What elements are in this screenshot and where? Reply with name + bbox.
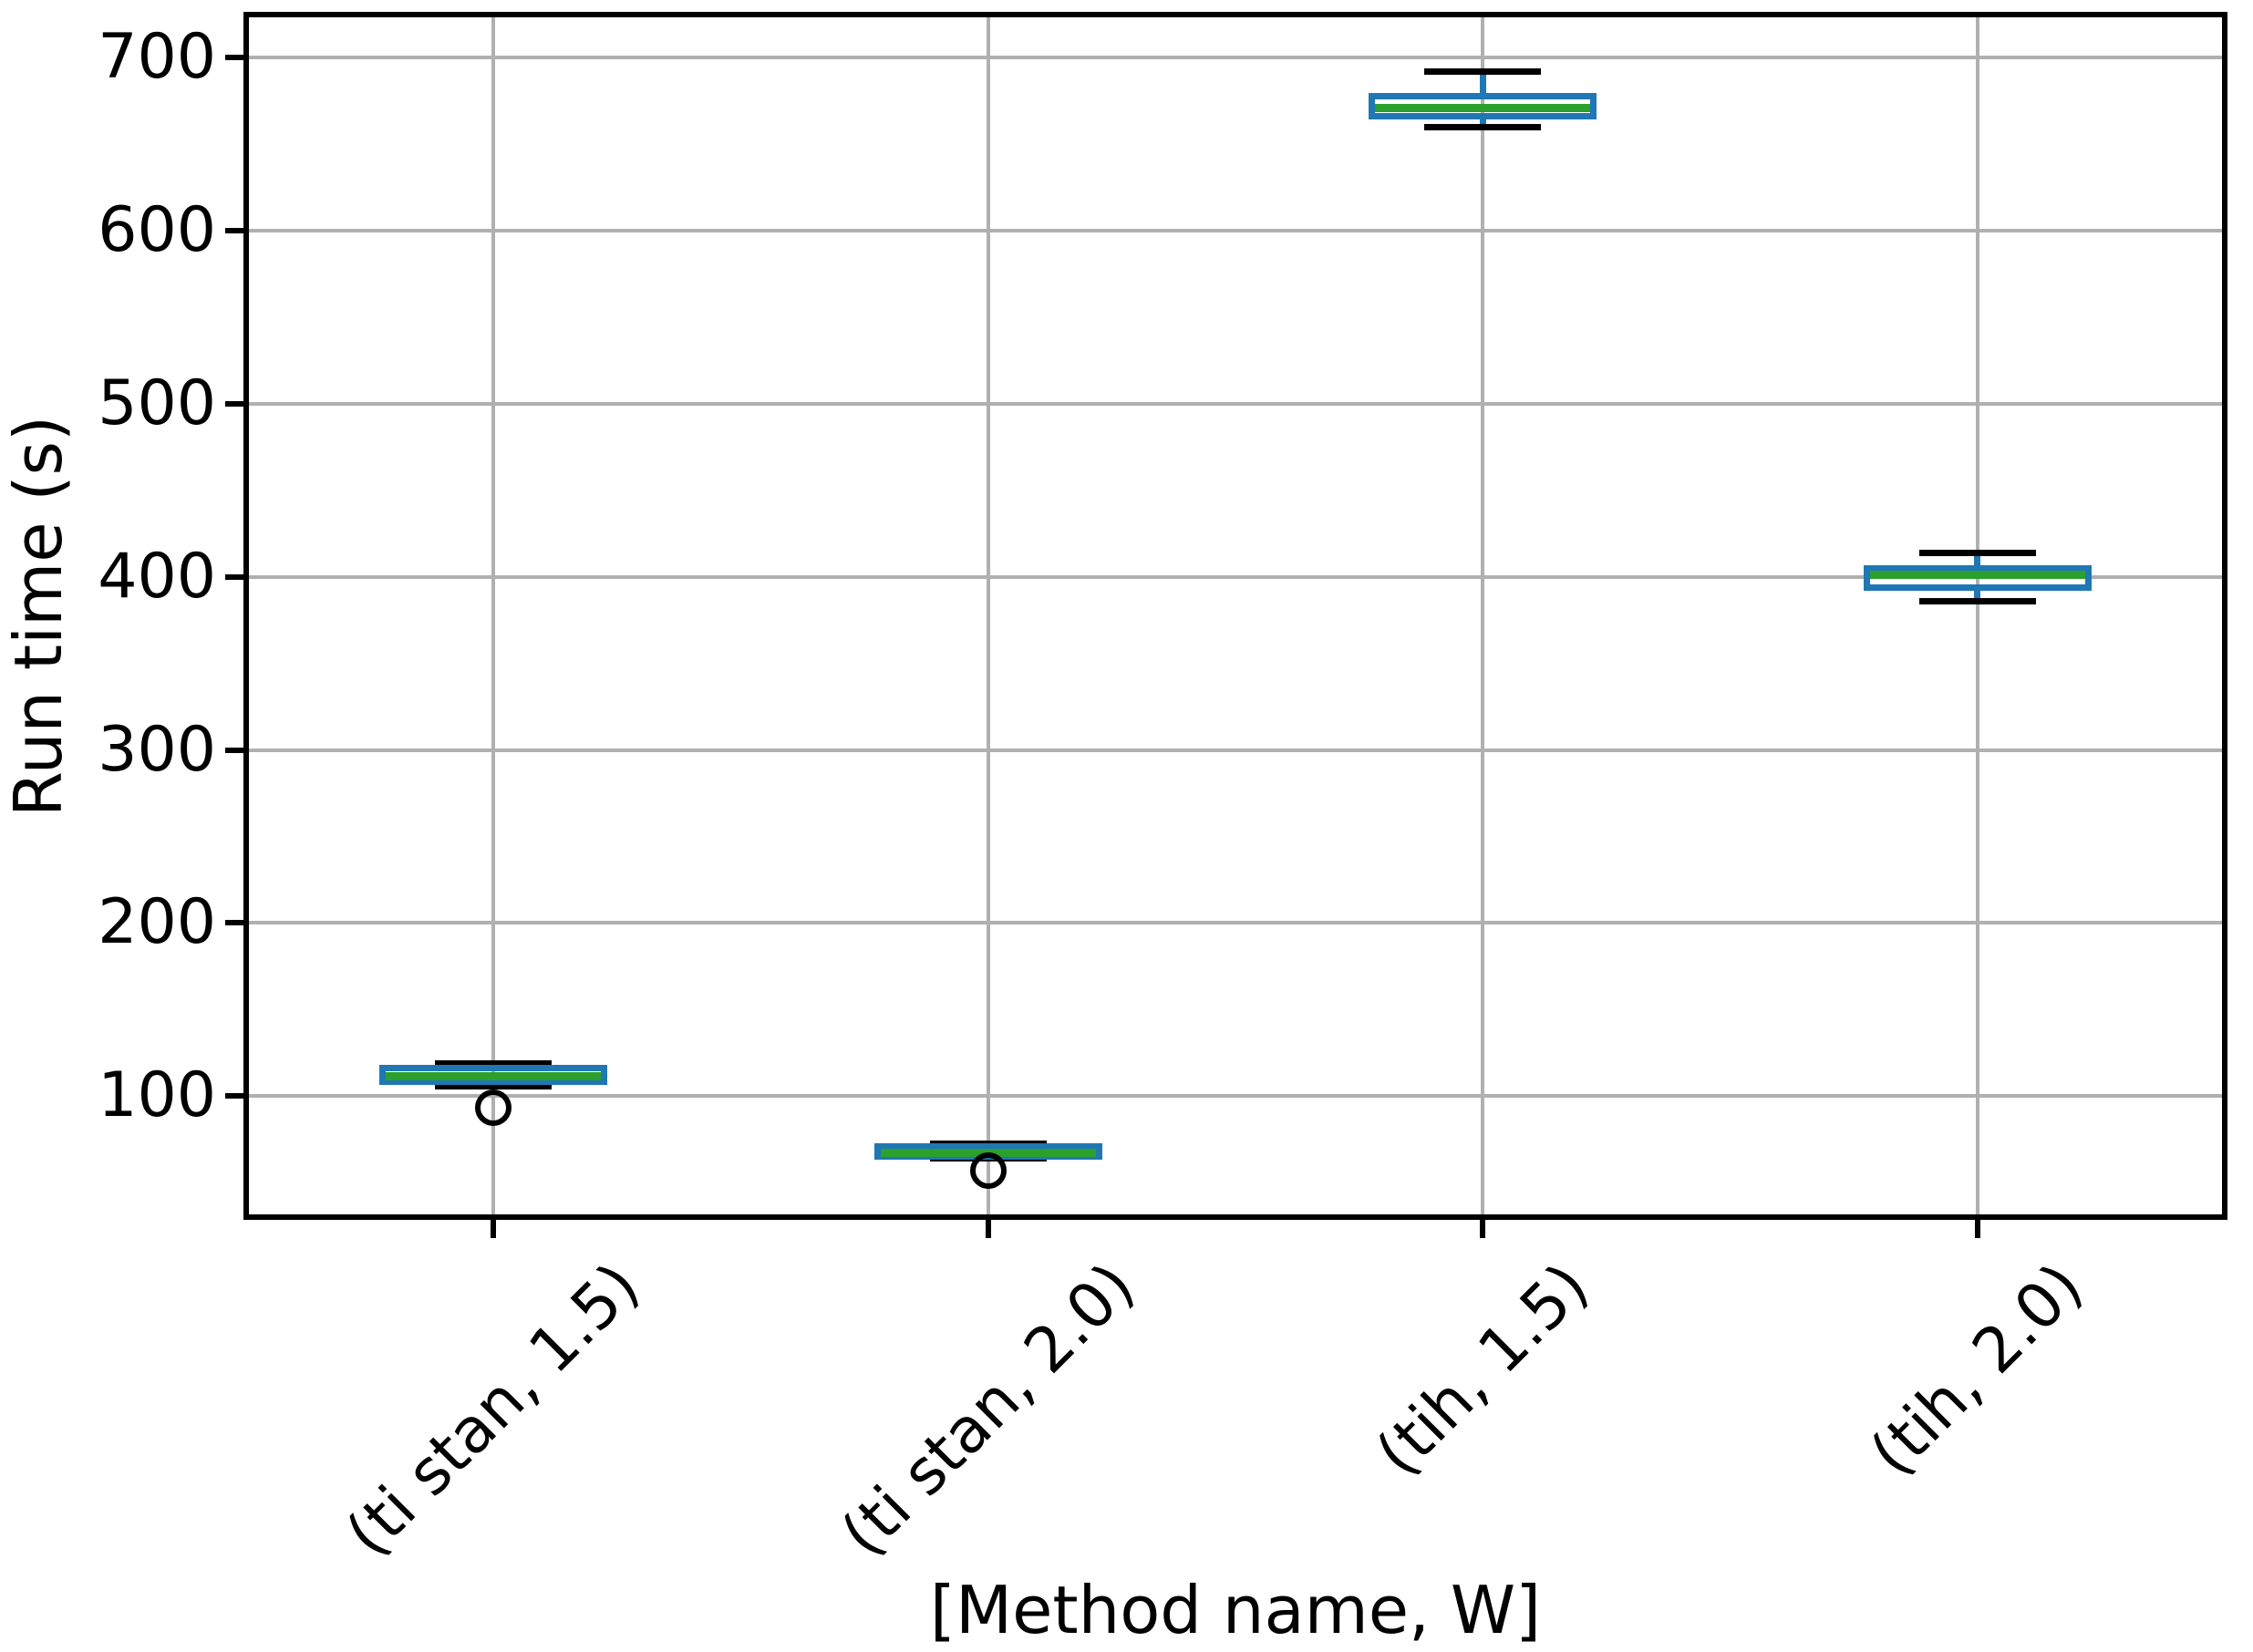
median-line bbox=[1869, 571, 2085, 580]
x-tick-label: (tih, 2.0) bbox=[1856, 1249, 2097, 1490]
y-tick-label: 300 bbox=[98, 713, 216, 786]
box-iqr-rect bbox=[379, 1065, 608, 1085]
median-line bbox=[1375, 103, 1591, 112]
y-axis-label: Run time (s) bbox=[0, 415, 78, 817]
x-tick-mark bbox=[491, 1220, 497, 1238]
y-tick-mark bbox=[225, 920, 243, 926]
median-line bbox=[386, 1071, 602, 1080]
outlier-point bbox=[475, 1089, 512, 1127]
x-tick-label: (tih, 1.5) bbox=[1362, 1249, 1603, 1490]
y-tick-label: 100 bbox=[98, 1059, 216, 1132]
y-tick-mark bbox=[225, 228, 243, 234]
gridline-horizontal bbox=[246, 56, 2225, 60]
y-tick-label: 200 bbox=[98, 886, 216, 959]
whisker-cap-lower bbox=[1424, 123, 1542, 130]
x-tick-mark bbox=[1974, 1220, 1980, 1238]
x-tick-mark bbox=[1480, 1220, 1486, 1238]
gridline-vertical bbox=[1481, 15, 1485, 1217]
x-tick-label: (ti stan, 1.5) bbox=[333, 1249, 655, 1571]
y-tick-mark bbox=[225, 55, 243, 61]
whisker-cap-upper bbox=[1424, 68, 1542, 76]
y-tick-label: 400 bbox=[98, 540, 216, 613]
gridline-horizontal bbox=[246, 574, 2225, 579]
whisker-cap-lower bbox=[435, 1083, 553, 1090]
gridline-horizontal bbox=[246, 748, 2225, 752]
outlier-point bbox=[969, 1151, 1007, 1189]
y-tick-mark bbox=[225, 401, 243, 407]
whisker-cap-lower bbox=[1918, 597, 2036, 604]
x-axis-label: [Method name, W] bbox=[929, 1572, 1542, 1648]
whisker-upper-line bbox=[1974, 552, 1981, 569]
gridline-horizontal bbox=[246, 921, 2225, 925]
y-tick-label: 600 bbox=[98, 194, 216, 267]
gridline-vertical bbox=[986, 15, 990, 1217]
whisker-upper-line bbox=[1479, 71, 1486, 97]
whisker-cap-upper bbox=[435, 1059, 553, 1067]
whisker-lower-line bbox=[1974, 587, 1981, 602]
y-tick-label: 700 bbox=[98, 21, 216, 94]
whisker-lower-line bbox=[1479, 116, 1486, 128]
gridline-horizontal bbox=[246, 1094, 2225, 1099]
box-iqr-rect bbox=[1369, 92, 1597, 120]
plot-border bbox=[243, 12, 2227, 1220]
x-tick-label: (ti stan, 2.0) bbox=[827, 1249, 1149, 1571]
y-tick-mark bbox=[225, 747, 243, 753]
y-tick-label: 500 bbox=[98, 367, 216, 439]
x-tick-mark bbox=[985, 1220, 991, 1238]
gridline-horizontal bbox=[246, 229, 2225, 233]
gridline-horizontal bbox=[246, 402, 2225, 406]
gridline-vertical bbox=[491, 15, 496, 1217]
y-tick-mark bbox=[225, 573, 243, 580]
whisker-cap-upper bbox=[1918, 549, 2036, 556]
box-iqr-rect bbox=[1863, 564, 2092, 591]
gridline-vertical bbox=[1975, 15, 1979, 1217]
y-tick-mark bbox=[225, 1093, 243, 1100]
